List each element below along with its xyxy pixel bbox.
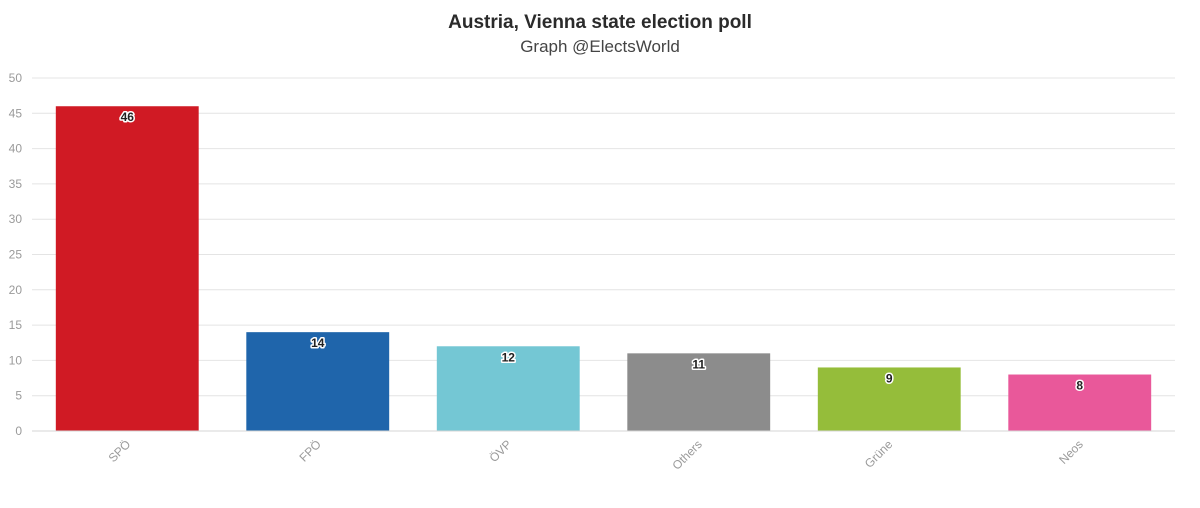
x-axis-ticks: SPÖ FPÖ ÖVP Others Grüne Neos	[106, 437, 1086, 473]
bar-others	[627, 353, 771, 431]
y-tick-label: 50	[9, 71, 23, 85]
y-tick-label: 40	[9, 142, 23, 156]
y-tick-label: 35	[9, 177, 23, 191]
x-tick-label: ÖVP	[487, 437, 515, 465]
bars	[55, 106, 1152, 432]
y-tick-label: 15	[9, 318, 23, 332]
data-label: 11	[692, 357, 705, 371]
gridlines	[32, 77, 1175, 432]
y-tick-label: 30	[9, 212, 23, 226]
bar-grüne	[817, 367, 961, 431]
data-label: 9	[886, 371, 893, 385]
x-tick-label: Neos	[1056, 437, 1086, 467]
y-tick-label: 20	[9, 283, 23, 297]
data-label: 46	[121, 110, 135, 124]
y-tick-label: 0	[15, 424, 22, 438]
bar-övp	[436, 346, 580, 431]
x-tick-label: Others	[670, 437, 705, 472]
chart-title: Austria, Vienna state election poll	[448, 12, 752, 33]
y-tick-label: 10	[9, 353, 23, 367]
y-tick-label: 25	[9, 248, 23, 262]
y-tick-label: 45	[9, 106, 23, 120]
bar-neos	[1008, 374, 1152, 431]
x-tick-label: SPÖ	[106, 437, 134, 465]
y-tick-label: 5	[15, 389, 22, 403]
data-labels: 46 14 12 11 9 8	[119, 109, 1085, 394]
data-label: 12	[502, 350, 516, 364]
x-tick-label: FPÖ	[297, 437, 324, 464]
bar-fpö	[246, 332, 390, 431]
chart-subtitle: Graph @ElectsWorld	[520, 37, 680, 56]
y-axis-ticks: 0 5 10 15 20 25 30 35 40 45 50	[9, 71, 23, 438]
bar-spö	[55, 106, 199, 432]
data-label: 14	[311, 336, 325, 350]
data-label: 8	[1076, 379, 1083, 393]
x-tick-label: Grüne	[862, 437, 896, 471]
